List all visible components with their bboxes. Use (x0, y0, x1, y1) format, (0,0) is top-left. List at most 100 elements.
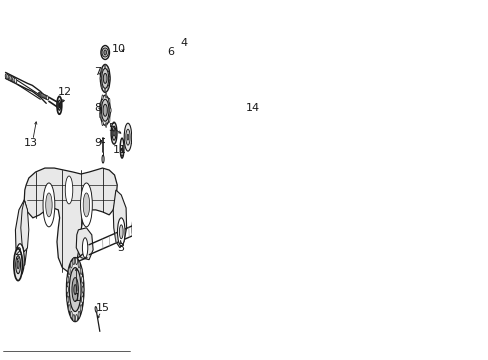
Ellipse shape (103, 104, 107, 116)
Circle shape (108, 85, 109, 89)
Circle shape (104, 88, 105, 92)
Circle shape (82, 238, 88, 258)
Ellipse shape (159, 71, 161, 78)
Circle shape (108, 117, 110, 122)
Circle shape (102, 155, 104, 163)
Circle shape (139, 237, 140, 242)
Ellipse shape (5, 74, 8, 79)
Ellipse shape (10, 76, 12, 81)
Ellipse shape (101, 45, 109, 59)
Circle shape (246, 132, 248, 139)
Ellipse shape (111, 122, 117, 144)
Text: 15: 15 (95, 302, 109, 312)
Text: 1: 1 (73, 293, 81, 302)
Text: 2: 2 (14, 247, 21, 257)
Circle shape (110, 108, 111, 113)
Circle shape (100, 76, 101, 80)
Circle shape (101, 85, 102, 89)
Circle shape (247, 147, 249, 154)
Circle shape (78, 261, 80, 268)
Circle shape (72, 278, 78, 302)
Circle shape (74, 285, 76, 294)
Text: 14: 14 (245, 103, 259, 113)
Circle shape (132, 211, 142, 247)
Circle shape (99, 103, 101, 108)
Circle shape (235, 159, 237, 166)
Ellipse shape (58, 100, 61, 110)
Circle shape (14, 249, 22, 280)
Text: 4: 4 (180, 37, 187, 48)
Circle shape (17, 261, 19, 269)
Circle shape (119, 225, 123, 239)
Text: 9: 9 (94, 138, 101, 148)
Ellipse shape (57, 96, 61, 114)
Circle shape (172, 187, 175, 197)
Circle shape (45, 193, 52, 217)
Circle shape (83, 193, 89, 217)
Circle shape (81, 276, 83, 283)
Circle shape (43, 183, 55, 227)
Circle shape (234, 149, 236, 156)
Ellipse shape (14, 78, 17, 83)
Ellipse shape (120, 138, 123, 158)
Text: 10: 10 (111, 44, 125, 54)
Circle shape (164, 108, 182, 172)
Circle shape (136, 241, 137, 246)
Circle shape (108, 68, 109, 72)
Circle shape (133, 216, 135, 221)
Circle shape (67, 296, 69, 303)
Ellipse shape (103, 73, 107, 84)
Circle shape (66, 286, 68, 293)
Polygon shape (21, 200, 29, 252)
Text: 8: 8 (94, 103, 101, 113)
Circle shape (186, 161, 189, 171)
Polygon shape (161, 185, 185, 225)
Circle shape (69, 268, 81, 311)
Text: 11: 11 (113, 145, 127, 155)
Circle shape (172, 84, 175, 93)
Ellipse shape (41, 94, 44, 98)
Polygon shape (150, 54, 193, 190)
Circle shape (244, 125, 245, 132)
Circle shape (70, 261, 72, 268)
Circle shape (136, 211, 137, 216)
Text: 12: 12 (58, 87, 72, 97)
Ellipse shape (43, 94, 45, 98)
Circle shape (76, 258, 77, 265)
Ellipse shape (121, 148, 123, 156)
Ellipse shape (38, 92, 41, 96)
Circle shape (244, 166, 246, 173)
Circle shape (73, 258, 75, 265)
Circle shape (18, 252, 22, 268)
Circle shape (105, 122, 106, 127)
Circle shape (102, 121, 103, 126)
Polygon shape (16, 200, 27, 270)
Circle shape (238, 123, 240, 130)
Circle shape (70, 311, 72, 318)
Circle shape (99, 113, 101, 118)
Text: 7: 7 (94, 67, 101, 77)
Ellipse shape (100, 95, 110, 125)
Ellipse shape (102, 68, 108, 88)
Circle shape (80, 305, 82, 312)
Circle shape (239, 140, 244, 160)
Circle shape (236, 130, 247, 170)
Ellipse shape (11, 77, 14, 82)
Ellipse shape (103, 50, 106, 55)
Polygon shape (76, 228, 93, 260)
Circle shape (73, 315, 75, 321)
Circle shape (65, 176, 73, 204)
Circle shape (186, 109, 189, 119)
Ellipse shape (8, 75, 11, 80)
Circle shape (234, 138, 236, 145)
Circle shape (149, 58, 151, 66)
Ellipse shape (44, 95, 46, 99)
Circle shape (109, 76, 110, 80)
Text: 13: 13 (23, 138, 38, 148)
Circle shape (158, 161, 160, 171)
Circle shape (76, 315, 77, 321)
Text: 5: 5 (108, 123, 115, 133)
Circle shape (108, 98, 110, 103)
Text: 6: 6 (167, 48, 174, 58)
Ellipse shape (112, 126, 116, 140)
